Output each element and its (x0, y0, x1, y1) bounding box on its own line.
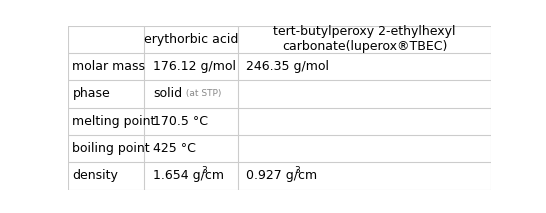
Text: boiling point: boiling point (73, 142, 150, 155)
Text: erythorbic acid: erythorbic acid (144, 33, 238, 46)
Text: 246.35 g/mol: 246.35 g/mol (246, 60, 329, 73)
Text: 0.927 g/cm: 0.927 g/cm (246, 169, 317, 182)
Text: solid: solid (153, 87, 182, 100)
Text: melting point: melting point (73, 115, 156, 128)
Text: 1.654 g/cm: 1.654 g/cm (153, 169, 224, 182)
Text: (at STP): (at STP) (183, 89, 222, 98)
Text: 425 °C: 425 °C (153, 142, 196, 155)
Text: 170.5 °C: 170.5 °C (153, 115, 208, 128)
Text: 3: 3 (201, 167, 207, 176)
Text: tert-butylperoxy 2-ethylhexyl
carbonate(luperox®TBEC): tert-butylperoxy 2-ethylhexyl carbonate(… (273, 25, 456, 53)
Text: 3: 3 (295, 167, 300, 176)
Text: phase: phase (73, 87, 110, 100)
Text: density: density (73, 169, 118, 182)
Text: 176.12 g/mol: 176.12 g/mol (153, 60, 236, 73)
Text: molar mass: molar mass (73, 60, 145, 73)
